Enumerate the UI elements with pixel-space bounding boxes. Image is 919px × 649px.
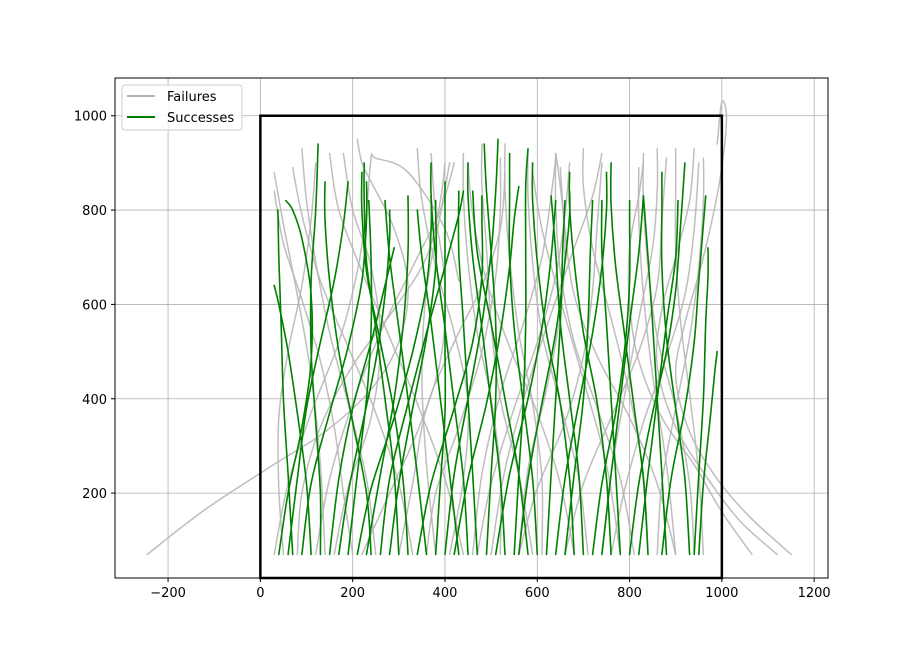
failure-trajectory — [627, 162, 753, 556]
success-trajectory — [444, 138, 499, 556]
failure-trajectory — [531, 171, 622, 556]
failure-trajectory — [467, 162, 575, 556]
legend-failures-label: Failures — [167, 90, 217, 105]
success-trajectory — [416, 195, 484, 556]
success-trajectory — [278, 199, 314, 556]
successes-series — [273, 138, 718, 556]
x-axis-ticks: −200 0 200 400 600 800 1000 1200 — [150, 578, 831, 601]
failure-trajectory — [273, 171, 326, 556]
success-trajectory — [638, 199, 679, 556]
success-trajectory — [323, 181, 372, 556]
success-trajectory — [384, 199, 428, 556]
success-trajectory — [642, 195, 668, 556]
x-tick-label: 400 — [433, 586, 458, 601]
y-tick-label: 1000 — [74, 110, 107, 125]
success-trajectory — [554, 171, 608, 556]
success-trajectory — [338, 209, 391, 556]
success-trajectory — [628, 162, 686, 556]
failure-trajectory — [421, 162, 451, 556]
success-trajectory — [531, 162, 575, 556]
y-tick-label: 600 — [82, 298, 107, 313]
failure-trajectory — [273, 190, 354, 556]
success-trajectory — [277, 209, 294, 556]
success-trajectory — [508, 152, 539, 556]
y-tick-label: 200 — [82, 487, 107, 502]
y-tick-label: 800 — [82, 204, 107, 219]
failure-trajectory — [655, 148, 778, 556]
success-trajectory — [356, 195, 433, 556]
success-trajectory — [273, 284, 312, 556]
failure-trajectory — [328, 152, 465, 556]
success-trajectory — [457, 190, 479, 556]
x-tick-label: 600 — [525, 586, 550, 601]
success-trajectory — [600, 199, 622, 556]
success-trajectory — [365, 195, 410, 556]
success-trajectory — [416, 209, 460, 556]
success-trajectory — [609, 162, 649, 556]
failure-trajectory — [296, 162, 446, 556]
success-trajectory — [309, 143, 322, 556]
success-trajectory — [513, 148, 529, 556]
x-tick-label: −200 — [150, 586, 186, 601]
failure-trajectory — [146, 138, 409, 556]
success-trajectory — [698, 350, 718, 556]
success-trajectory — [471, 190, 529, 556]
failure-trajectory — [674, 99, 792, 556]
success-trajectory — [661, 195, 707, 556]
legend-successes-label: Successes — [167, 111, 234, 126]
success-trajectory — [434, 181, 447, 556]
legend: Failures Successes — [121, 84, 243, 131]
success-trajectory — [301, 181, 368, 556]
success-trajectory — [363, 162, 400, 556]
success-trajectory — [660, 171, 691, 556]
failure-trajectory — [610, 162, 700, 556]
success-trajectory — [545, 199, 566, 556]
failure-trajectory — [398, 171, 506, 556]
failure-trajectory — [503, 143, 544, 556]
failure-trajectory — [518, 152, 566, 556]
success-trajectory — [347, 199, 373, 556]
failure-trajectory — [490, 152, 603, 556]
success-trajectory — [287, 181, 349, 556]
success-trajectory — [693, 247, 709, 556]
success-trajectory — [483, 143, 498, 556]
success-trajectory — [568, 171, 612, 556]
success-trajectory — [429, 162, 469, 556]
failure-trajectory — [301, 148, 377, 556]
success-trajectory — [601, 195, 645, 556]
failure-trajectory — [518, 162, 603, 556]
success-trajectory — [550, 195, 585, 556]
success-trajectory — [494, 199, 557, 556]
x-tick-label: 1200 — [798, 586, 831, 601]
y-tick-label: 400 — [82, 393, 107, 408]
success-trajectory — [328, 247, 395, 556]
failure-trajectory — [637, 166, 677, 556]
x-tick-label: 200 — [340, 586, 365, 601]
y-axis-ticks: 200 400 600 800 1000 — [74, 110, 115, 502]
failure-trajectory — [425, 157, 502, 556]
success-trajectory — [388, 199, 438, 556]
success-trajectory — [360, 171, 409, 556]
success-trajectory — [564, 199, 594, 556]
success-trajectory — [453, 185, 520, 556]
x-tick-label: 0 — [256, 586, 264, 601]
x-tick-label: 1000 — [705, 586, 738, 601]
axes-frame — [114, 77, 829, 579]
x-tick-label: 800 — [617, 586, 642, 601]
success-trajectory — [591, 199, 631, 556]
